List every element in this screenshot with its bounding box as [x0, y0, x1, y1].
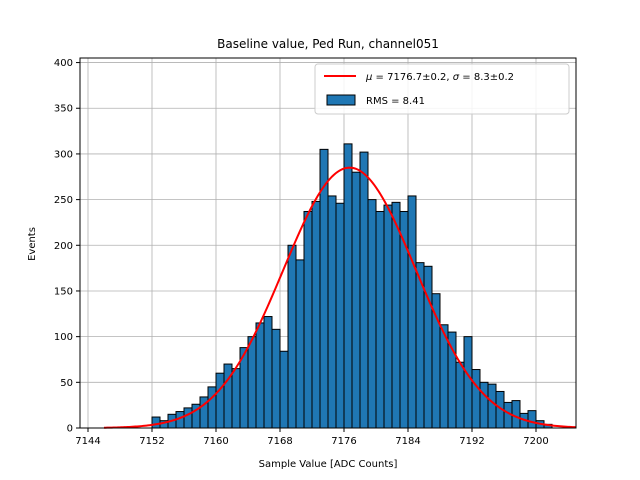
histogram-bar: [343, 143, 353, 429]
y-tick-label: 50: [60, 378, 73, 389]
chart-title: Baseline value, Ped Run, channel051: [217, 37, 439, 51]
histogram-bar: [359, 151, 369, 429]
y-tick-label: 250: [54, 195, 73, 206]
histogram-bar: [447, 331, 457, 429]
x-tick-label: 7200: [523, 436, 548, 447]
histogram-bar: [151, 416, 161, 429]
x-tick-label: 7176: [331, 436, 356, 447]
histogram-bar: [455, 361, 465, 429]
y-tick-label: 150: [54, 286, 73, 297]
histogram-bar: [463, 336, 473, 429]
histogram-bar: [271, 328, 281, 429]
legend-sigma-value: 8.3±0.2: [474, 72, 514, 83]
histogram-bar: [479, 381, 489, 429]
histogram-bar: [327, 195, 337, 429]
legend-eq-1: =: [372, 72, 387, 83]
histogram-bar: [287, 244, 297, 429]
histogram-bar: [223, 363, 233, 429]
legend-hist-swatch: [326, 94, 356, 106]
legend-sigma-symbol: σ: [453, 72, 460, 83]
legend-hist-label: RMS = 8.41: [366, 96, 425, 107]
histogram-bar: [215, 372, 225, 429]
histogram-bar: [391, 201, 401, 429]
y-tick-label: 350: [54, 104, 73, 115]
histogram-bar: [351, 171, 361, 429]
histogram-bars: [151, 143, 553, 429]
histogram-bar: [207, 386, 217, 429]
legend-fit-label: μ = 7176.7±0.2, σ = 8.3±0.2: [365, 72, 514, 83]
y-tick-label: 400: [54, 58, 73, 69]
histogram-bar: [303, 210, 313, 429]
histogram-bar: [335, 202, 345, 429]
legend-eq-2: =: [459, 72, 474, 83]
y-axis-ticks: 0 50 100 150 200 250 300 350 400: [54, 58, 80, 435]
x-tick-label: 7160: [203, 436, 228, 447]
histogram-bar: [247, 336, 257, 429]
histogram-bar: [263, 316, 273, 429]
y-tick-label: 200: [54, 241, 73, 252]
histogram-bar: [527, 410, 537, 429]
x-tick-label: 7192: [459, 436, 484, 447]
x-tick-label: 7168: [267, 436, 292, 447]
histogram-bar: [383, 204, 393, 429]
x-tick-label: 7152: [139, 436, 164, 447]
gaussian-fit-curve: [103, 166, 577, 429]
legend-mu-symbol: μ: [365, 72, 372, 83]
histogram-bar: [279, 350, 289, 429]
histogram-bar: [367, 199, 377, 429]
y-tick-label: 0: [67, 424, 73, 435]
x-axis-label: Sample Value [ADC Counts]: [259, 459, 398, 470]
y-axis-label: Events: [27, 227, 38, 261]
x-tick-label: 7184: [395, 436, 420, 447]
histogram-bar: [487, 383, 497, 429]
y-tick-label: 300: [54, 149, 73, 160]
histogram-bar: [407, 195, 417, 429]
histogram-bar: [471, 369, 481, 429]
histogram-bar: [311, 200, 321, 429]
histogram-bar: [231, 368, 241, 429]
plot-frame: [79, 57, 577, 429]
histogram-bar: [183, 407, 193, 429]
legend-mu-value: 7176.7±0.2,: [387, 72, 453, 83]
histogram-bar: [295, 259, 305, 429]
histogram-bar: [255, 322, 265, 429]
y-tick-label: 100: [54, 332, 73, 343]
histogram-bar: [431, 293, 441, 429]
histogram-bar: [511, 400, 521, 429]
histogram-bar: [375, 210, 385, 429]
legend: μ = 7176.7±0.2, σ = 8.3±0.2 RMS = 8.41: [314, 63, 570, 115]
x-tick-label: 7144: [75, 436, 100, 447]
x-axis-ticks: 7144 7152 7160 7168 7176 7184 7192 7200: [75, 428, 549, 447]
legend-box: [314, 63, 570, 115]
